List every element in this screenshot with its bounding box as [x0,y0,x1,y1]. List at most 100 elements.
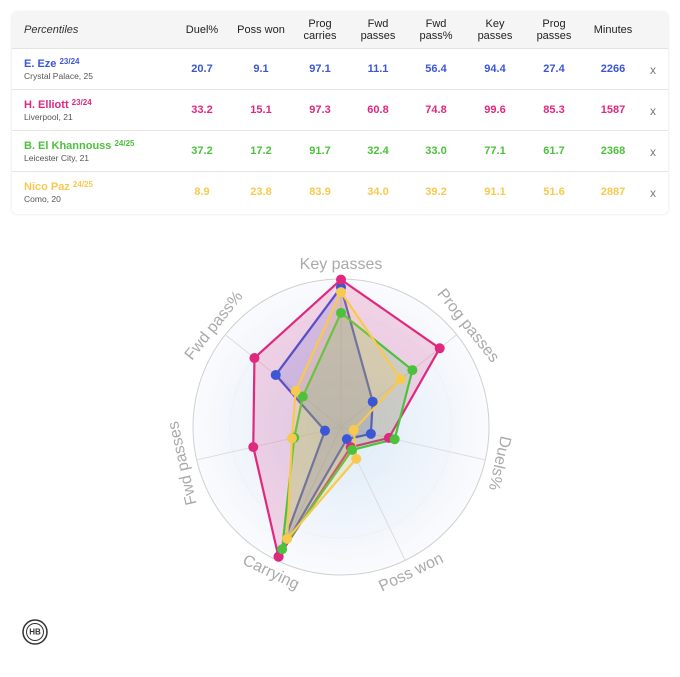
logo-text: HB [29,628,41,637]
series-point [367,396,378,407]
player-name: Nico Paz 24/25 [24,180,93,193]
season: 24/25 [72,180,93,189]
stat-value: 9.1 [253,63,269,75]
club: Crystal Palace, 25 [24,71,93,81]
series-point [341,434,352,445]
stat-value: 33.0 [425,145,447,157]
stat-value: 74.8 [425,104,447,116]
series-point [348,424,359,435]
stat-value: 77.1 [484,145,506,157]
radar-background [193,279,489,575]
player-name-text: B. El Khannouss [24,140,112,152]
club: Como, 20 [24,194,61,204]
series-point [336,282,346,293]
grid-circle [229,315,453,539]
series-point [273,551,284,562]
grid-circle [303,389,379,465]
stat-value: 97.1 [309,63,331,75]
stat-value: 34.0 [367,186,389,198]
series-point [395,374,406,385]
season: 23/24 [59,57,80,66]
stat-value: 15.1 [250,104,272,116]
series-point [297,391,308,402]
stat-value: 39.2 [425,186,447,198]
series-point [270,369,281,380]
series-point [249,352,260,363]
spoke [276,426,342,561]
series-point [277,544,288,555]
minutes: 2368 [600,145,626,157]
series-point [351,453,362,464]
remove-button[interactable]: x [650,63,656,77]
series-area [274,286,374,558]
remove-button[interactable]: x [650,186,656,200]
club: Leicester City, 21 [24,153,90,163]
column-header: Fwd passes [360,18,396,42]
axis-label: Carrying [240,552,302,594]
player-name-text: Nico Paz [24,181,70,193]
series-point [290,385,301,396]
stat-value: 94.4 [484,63,506,75]
player-name-text: E. Eze [24,58,57,70]
stat-value: 91.7 [309,145,331,157]
spoke [224,334,342,428]
spoke [340,426,406,561]
series-area [252,278,441,558]
axis-label: Duels% [485,434,514,492]
series-point [282,533,293,544]
table-header: Percentiles Duel% Poss won Prog carries Fwd… [12,12,668,49]
axis-label: Fwd pass% [182,288,247,363]
stat-value: 11.1 [367,63,389,75]
minutes: 2266 [600,63,626,75]
stat-value: 37.2 [191,145,213,157]
series-point [345,442,356,453]
series-point [273,551,284,562]
series-point [389,434,400,445]
spoke [340,426,486,461]
series-point [383,432,394,443]
radar-grid: Key passes Prog passes Duels% Poss won Carry… [165,256,514,595]
spoke [340,334,458,428]
season: 23/24 [71,98,92,107]
row-divider [12,171,668,172]
series-point [347,444,358,455]
table-title: Percentiles [24,24,79,36]
stat-value: 61.7 [543,145,565,157]
stat-value: 99.6 [484,104,506,116]
axis-label: Fwd passes [165,420,201,507]
series-point [365,428,376,439]
remove-button[interactable]: x [650,145,656,159]
stat-value: 83.9 [309,186,331,198]
column-header: Duel% [185,24,219,36]
stat-value: 60.8 [367,104,389,116]
series-point [336,287,346,298]
column-header: Prog passes [536,18,572,42]
remove-button[interactable]: x [650,104,656,118]
series-point [319,425,330,436]
series-area [286,291,402,540]
stat-value: 51.6 [543,186,565,198]
player-name: E. Eze 23/24 [24,57,80,70]
axis-label: Poss won [376,550,446,595]
stat-value: 27.4 [543,63,565,75]
stat-value: 85.3 [543,104,565,116]
stat-value: 20.7 [191,63,213,75]
column-header: Fwd pass% [419,18,453,42]
column-header: Prog carries [303,18,337,42]
club: Liverpool, 21 [24,112,73,122]
column-header: Poss won [237,24,285,36]
minutes: 2887 [600,186,626,198]
stat-value: 33.2 [191,104,213,116]
series-point [289,432,300,443]
series-point [248,442,259,453]
axis-label: Prog passes [433,286,502,366]
stat-value: 56.4 [425,63,447,75]
minutes: 1587 [600,104,626,116]
table-card: Percentiles Duel% Poss won Prog carries Fwd… [12,12,668,214]
stat-value: 32.4 [367,145,389,157]
axis-label: Key passes [300,256,383,273]
spoke [196,426,342,461]
season: 24/25 [114,139,135,148]
stat-value: 97.3 [309,104,331,116]
